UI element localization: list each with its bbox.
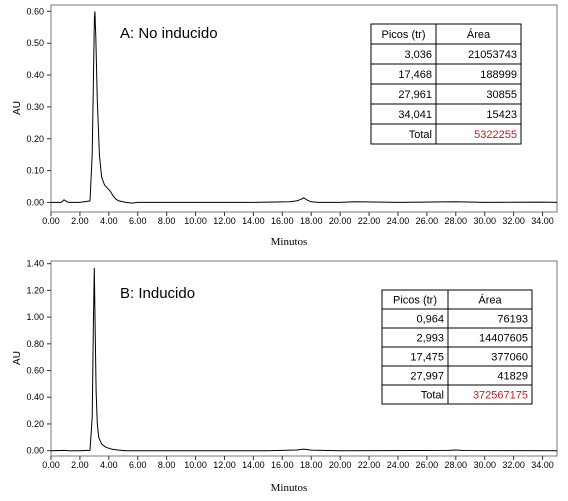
chart1-x-tick-label: 32.00 xyxy=(502,216,525,226)
chart1-x-tick-label: 22.00 xyxy=(358,216,381,226)
chart1-table-cell-area: 30855 xyxy=(486,89,517,101)
chart1-x-tick-label: 6.00 xyxy=(129,216,147,226)
chart2-x-tick-label: 34.00 xyxy=(531,460,554,470)
chart2-y-tick-label: 0.60 xyxy=(26,366,44,376)
chart2-x-tick-label: 26.00 xyxy=(416,460,439,470)
chart1-y-tick-label: 0.10 xyxy=(26,166,44,176)
chart2-x-tick-label: 16.00 xyxy=(271,460,294,470)
chart1-x-tick-label: 10.00 xyxy=(184,216,207,226)
chart1-y-tick-label: 0.20 xyxy=(26,134,44,144)
chart2-table-header-area: Área xyxy=(478,293,502,306)
chart2-table-cell-time: 0,964 xyxy=(416,313,444,325)
chart1-x-tick-label: 8.00 xyxy=(158,216,176,226)
chart2-x-tick-label: 10.00 xyxy=(184,460,207,470)
chart2-x-tick-label: 32.00 xyxy=(502,460,525,470)
chart2-x-tick-label: 18.00 xyxy=(300,460,323,470)
chart2-y-tick-label: 1.00 xyxy=(26,312,44,322)
chart1-x-tick-label: 4.00 xyxy=(100,216,118,226)
chart2-panel: 0.00 2.00 4.00 6.00 8.00 10.00 12.00 14.00 16.00… xyxy=(12,259,557,494)
chart1-x-tick-label: 20.00 xyxy=(329,216,352,226)
chart2-y-axis-title: AU xyxy=(12,351,23,365)
chart1-x-axis-title: Minutos xyxy=(271,236,308,248)
chart1-x-tick-label: 16.00 xyxy=(271,216,294,226)
chart1-y-axis-title: AU xyxy=(12,101,23,115)
chart2-x-tick-label: 24.00 xyxy=(387,460,410,470)
chart1-table-header-area: Área xyxy=(467,28,491,41)
chart2-y-tick-label: 0.40 xyxy=(26,392,44,402)
chart2-y-tick-label: 0.00 xyxy=(26,446,44,456)
chart2-x-axis-title: Minutos xyxy=(271,482,308,494)
chart1-table-total-label: Total xyxy=(409,129,432,141)
chart1-panel: 0.00 2.00 4.00 6.00 8.00 10.00 12.00 14.00 16.00… xyxy=(12,5,557,248)
chart1-peak-table: Picos (tr) Área 3,036 21053743 17,468 188999 2… xyxy=(371,24,521,144)
chart1-x-tick-label: 28.00 xyxy=(445,216,468,226)
chart2-x-tick-label: 20.00 xyxy=(329,460,352,470)
chart1-table-cell-time: 27,961 xyxy=(398,89,432,101)
chart1-table-header-picos: Picos (tr) xyxy=(382,29,426,41)
chart2-table-cell-area: 41829 xyxy=(497,370,528,382)
chart1-table-cell-area: 15423 xyxy=(486,109,517,121)
chart1-y-tick-label: 0.40 xyxy=(26,70,44,80)
chart1-x-tick-label: 34.00 xyxy=(531,216,554,226)
chart1-x-tick-label: 2.00 xyxy=(71,216,89,226)
chart2-y-tick-label: 1.20 xyxy=(26,285,44,295)
chart1-y-tick-label: 0.50 xyxy=(26,38,44,48)
chart1-table-cell-area: 188999 xyxy=(480,69,517,81)
chart2-table-cell-area: 377060 xyxy=(491,351,528,363)
chart2-table-total-label: Total xyxy=(421,389,444,401)
chart2-table-cell-time: 17,475 xyxy=(410,351,444,363)
chart2-x-tick-label: 4.00 xyxy=(100,460,118,470)
chart2-x-tick-label: 22.00 xyxy=(358,460,381,470)
chart1-y-tick-label: 0.60 xyxy=(26,6,44,16)
chart2-x-tick-label: 2.00 xyxy=(71,460,89,470)
chart2-table-total-value: 372567175 xyxy=(473,389,528,401)
chart1-table-cell-time: 3,036 xyxy=(404,49,432,61)
chart1-x-tick-label: 30.00 xyxy=(473,216,496,226)
chart2-table-header-picos: Picos (tr) xyxy=(393,294,437,306)
chart1-x-tick-label: 12.00 xyxy=(213,216,236,226)
chart2-x-tick-label: 30.00 xyxy=(473,460,496,470)
chart2-table-cell-area: 76193 xyxy=(497,313,528,325)
chart2-y-tick-label: 1.40 xyxy=(26,259,44,269)
chart2-peak-table: Picos (tr) Área 0,964 76193 2,993 14407605 17,… xyxy=(382,290,532,404)
chart2-x-tick-label: 28.00 xyxy=(445,460,468,470)
chart1-panel-title: A: No inducido xyxy=(120,25,218,42)
chart2-y-tick-label: 0.80 xyxy=(26,339,44,349)
chart1-x-tick-label: 0.00 xyxy=(42,216,60,226)
chart1-table-cell-area: 21053743 xyxy=(468,49,517,61)
chart2-x-tick-label: 8.00 xyxy=(158,460,176,470)
chart2-table-cell-time: 2,993 xyxy=(416,332,444,344)
chart2-x-tick-label: 6.00 xyxy=(129,460,147,470)
chart1-y-tick-label: 0.30 xyxy=(26,102,44,112)
chart1-table-cell-time: 17,468 xyxy=(398,69,432,81)
chart2-x-tick-label: 0.00 xyxy=(42,460,60,470)
chart1-x-tick-label: 18.00 xyxy=(300,216,323,226)
chart2-x-tick-label: 12.00 xyxy=(213,460,236,470)
chart1-x-tick-label: 26.00 xyxy=(416,216,439,226)
chart2-x-tick-label: 14.00 xyxy=(242,460,265,470)
chart1-x-tick-label: 24.00 xyxy=(387,216,410,226)
chart1-table-total-value: 5322255 xyxy=(474,129,517,141)
chart2-table-cell-area: 14407605 xyxy=(479,332,528,344)
chart2-panel-title: B: Inducido xyxy=(120,285,195,302)
chart2-table-cell-time: 27,997 xyxy=(410,370,444,382)
chart1-table-cell-time: 34,041 xyxy=(398,109,432,121)
chart1-y-tick-label: 0.00 xyxy=(26,197,44,207)
chart1-x-tick-label: 14.00 xyxy=(242,216,265,226)
chart2-y-tick-label: 0.20 xyxy=(26,419,44,429)
